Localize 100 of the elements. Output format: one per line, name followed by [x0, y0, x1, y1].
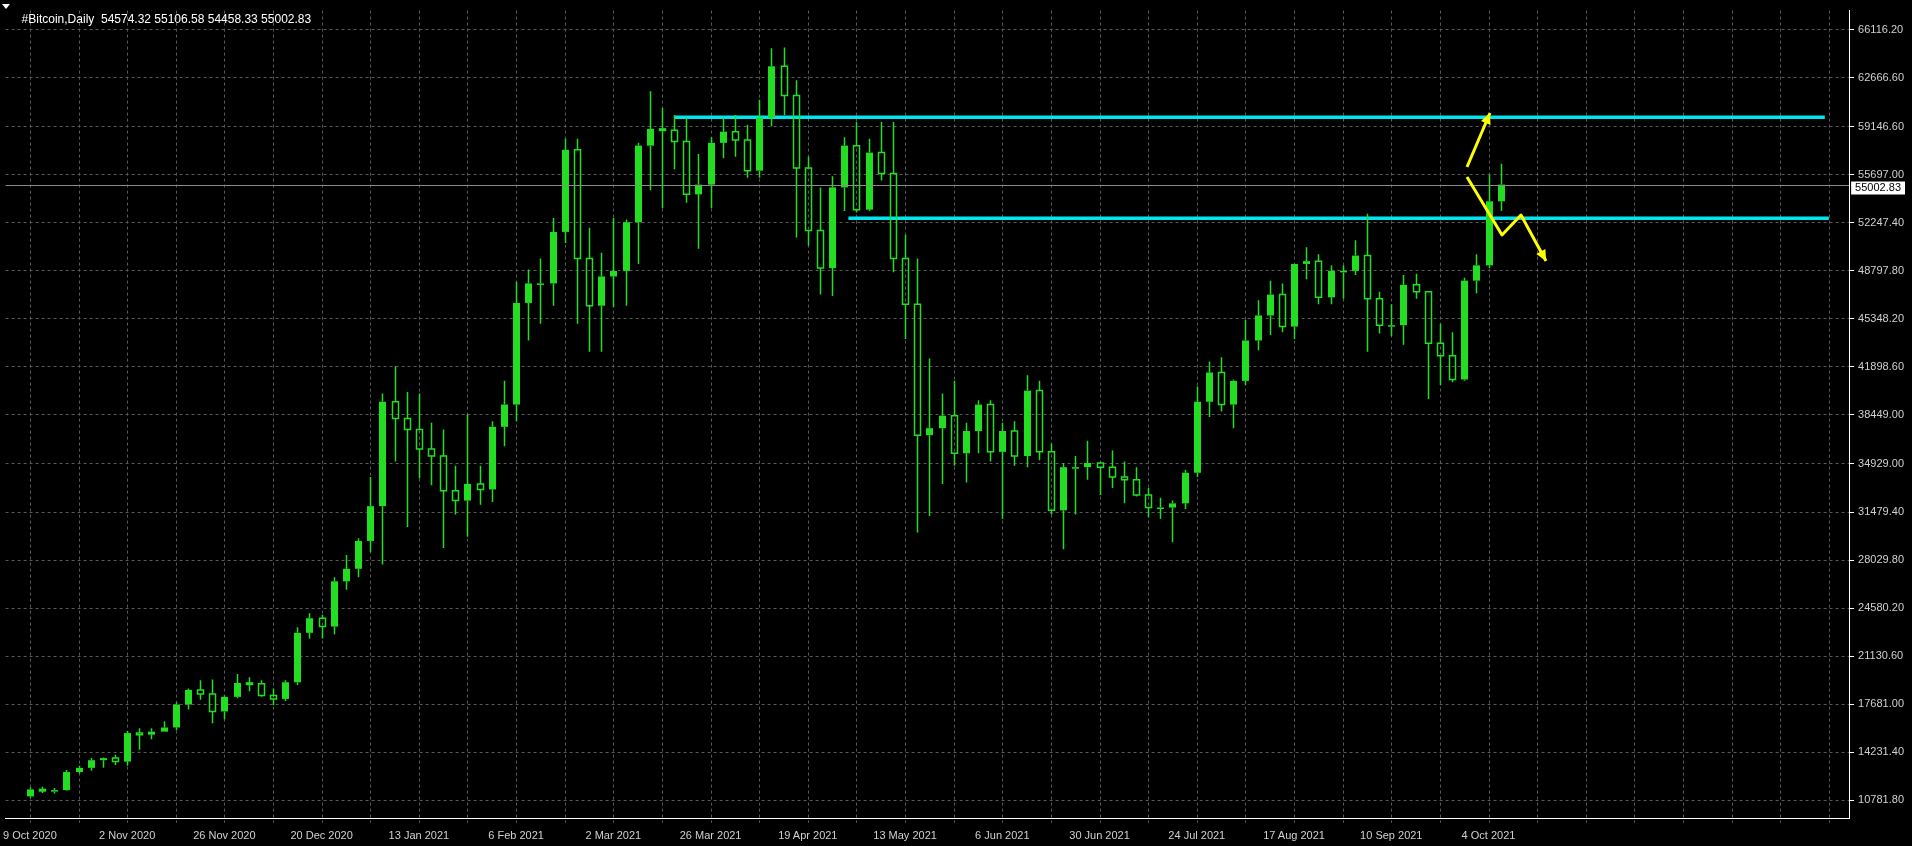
candlestick — [391, 365, 400, 463]
candlestick — [1255, 299, 1262, 351]
candlestick — [841, 136, 848, 212]
y-tick-label: 28029.80 — [1858, 553, 1905, 566]
y-tick-label: 52247.40 — [1858, 215, 1905, 228]
candlestick — [768, 47, 775, 127]
candlestick — [852, 121, 861, 214]
x-tick-label: 20 Dec 2020 — [290, 829, 353, 842]
candlestick — [1072, 455, 1079, 516]
candlestick — [343, 554, 350, 591]
candlestick — [708, 136, 715, 210]
candlestick — [682, 117, 691, 204]
candlestick — [464, 413, 471, 538]
candlestick — [1242, 318, 1249, 386]
x-tick-label: 9 Oct 2020 — [2, 829, 57, 842]
y-tick-label: 31479.40 — [1858, 505, 1905, 518]
candlestick — [1363, 213, 1372, 353]
x-tick-label: 13 Jan 2021 — [388, 829, 450, 842]
y-tick-label: 10781.80 — [1858, 793, 1905, 806]
candlestick — [1230, 380, 1237, 429]
x-tick-label: 26 Nov 2020 — [193, 829, 256, 842]
candlestick — [1448, 331, 1457, 384]
candlestick — [610, 217, 617, 308]
candlestick — [1108, 449, 1117, 489]
candlestick — [403, 391, 412, 528]
y-tick-label: 66116.20 — [1858, 22, 1904, 35]
chart-title: #Bitcoin,Daily 54574.32 55106.58 54458.33 55002.83 — [21, 11, 312, 26]
candlestick — [1169, 499, 1176, 544]
candlestick — [816, 186, 825, 296]
candlestick — [501, 380, 508, 448]
x-tick-label: 10 Sep 2021 — [1360, 829, 1423, 842]
y-tick-label: 59146.60 — [1858, 119, 1905, 132]
candlestick — [877, 121, 886, 182]
x-tick-label: 19 Apr 2021 — [778, 829, 838, 842]
candlestick — [525, 268, 532, 342]
candlestick — [1412, 272, 1421, 300]
candlestick — [367, 476, 374, 553]
candlestick — [950, 380, 959, 467]
candlestick — [1217, 356, 1226, 413]
candlestick — [1486, 174, 1493, 269]
x-tick-label: 2 Mar 2021 — [585, 829, 642, 842]
candlestick — [1424, 291, 1433, 400]
x-tick-label: 2 Nov 2020 — [99, 829, 156, 842]
x-tick-label: 26 Mar 2021 — [679, 829, 742, 842]
x-tick-label: 24 Jul 2021 — [1168, 829, 1226, 842]
candlestick — [451, 465, 460, 516]
y-tick-label: 34929.00 — [1858, 457, 1905, 470]
candlestick — [1473, 253, 1480, 294]
ref-line-label: 55002.83 — [1855, 181, 1902, 194]
candlestick — [550, 217, 557, 307]
candlestick — [926, 357, 933, 517]
y-tick-label: 48797.80 — [1858, 263, 1905, 276]
candlestick — [804, 156, 813, 247]
x-tick-label: 30 Jun 2021 — [1069, 829, 1130, 842]
candlestick — [901, 233, 910, 340]
candlestick — [1267, 279, 1274, 336]
candlestick — [658, 107, 667, 210]
candlestick — [537, 257, 544, 325]
candlestick — [1400, 274, 1407, 346]
candlestick — [1035, 380, 1044, 461]
candlestick — [476, 465, 485, 506]
candlestick — [756, 98, 763, 179]
candlestick — [1010, 420, 1019, 467]
candlestick — [1352, 239, 1359, 276]
candlestick — [1060, 462, 1067, 551]
candlestick — [427, 421, 436, 487]
candlestick — [489, 420, 496, 503]
candlestick — [913, 257, 922, 534]
x-tick-label: 4 Oct 2021 — [1461, 829, 1516, 842]
candlestick — [647, 90, 654, 191]
y-tick-label: 21130.60 — [1858, 649, 1904, 662]
candlestick — [720, 117, 727, 159]
x-tick-label: 17 Aug 2021 — [1263, 829, 1325, 842]
candlestick — [208, 678, 217, 725]
candlestick — [415, 392, 424, 480]
candlestick — [731, 114, 740, 158]
candlestick — [573, 137, 582, 325]
candlestick — [562, 137, 569, 244]
candlestick — [1024, 374, 1031, 468]
candlestick — [1388, 303, 1395, 338]
candlestick — [598, 252, 605, 353]
x-tick-label: 6 Feb 2021 — [488, 829, 544, 842]
candlestick — [379, 392, 386, 566]
x-tick-label: 6 Jun 2021 — [975, 829, 1030, 842]
y-tick-label: 45348.20 — [1858, 311, 1905, 324]
candlestick — [1096, 462, 1105, 496]
y-tick-label: 17681.00 — [1858, 697, 1905, 710]
candlestick — [889, 121, 898, 274]
y-tick-label: 38449.00 — [1858, 408, 1905, 421]
candlestick — [135, 727, 144, 751]
candlestick — [1303, 246, 1310, 281]
x-tick-label: 13 May 2021 — [873, 829, 937, 842]
candlestick — [585, 227, 594, 353]
candlestick — [623, 218, 630, 307]
candlestick — [1194, 385, 1201, 478]
candlestick — [1436, 323, 1445, 386]
y-tick-label: 14231.40 — [1858, 745, 1905, 758]
candlestick — [513, 281, 520, 422]
candlestick — [635, 142, 642, 265]
y-tick-label: 24580.20 — [1858, 601, 1905, 614]
